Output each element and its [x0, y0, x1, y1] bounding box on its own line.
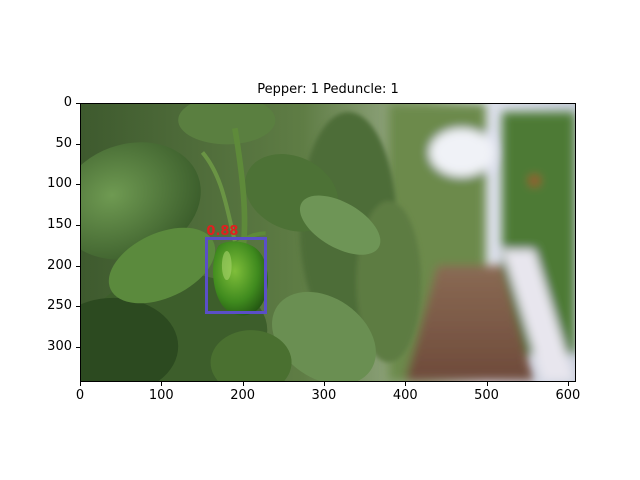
y-tick-label: 0: [63, 95, 72, 110]
x-tick-mark: [161, 382, 163, 386]
x-tick-label: 500: [474, 388, 499, 403]
y-tick-mark: [76, 225, 80, 226]
y-tick-label: 200: [47, 257, 72, 273]
x-tick-label: 400: [392, 388, 418, 403]
y-tick-label: 300: [47, 339, 72, 355]
x-tick-mark: [405, 382, 407, 386]
y-tick-label: 250: [47, 298, 72, 314]
x-tick-label: 0: [75, 388, 85, 403]
x-tick-label: 100: [148, 388, 174, 403]
y-tick-mark: [76, 143, 80, 145]
y-tick-mark: [76, 306, 80, 308]
x-tick-label: 300: [311, 388, 337, 403]
y-tick-mark: [76, 265, 80, 267]
x-tick-mark: [567, 382, 569, 386]
x-tick-mark: [80, 382, 81, 386]
x-tick-mark: [242, 382, 244, 386]
x-tick-mark: [486, 382, 488, 386]
image-axes: 0.88: [80, 103, 576, 382]
x-tick-label: 600: [555, 388, 581, 403]
pepper-plant-photo: [81, 104, 575, 381]
x-tick-label: 200: [230, 388, 256, 403]
x-tick-mark: [323, 382, 325, 386]
y-tick-mark: [76, 184, 80, 186]
y-tick-mark: [76, 103, 80, 104]
pepper-bounding-box: [205, 237, 268, 314]
y-tick-label: 50: [55, 135, 72, 151]
y-tick-label: 150: [47, 217, 72, 232]
y-tick-label: 100: [47, 176, 72, 192]
detection-score-label: 0.88: [206, 224, 239, 240]
y-tick-mark: [76, 347, 80, 349]
plot-title: Pepper: 1 Peduncle: 1: [257, 82, 399, 97]
